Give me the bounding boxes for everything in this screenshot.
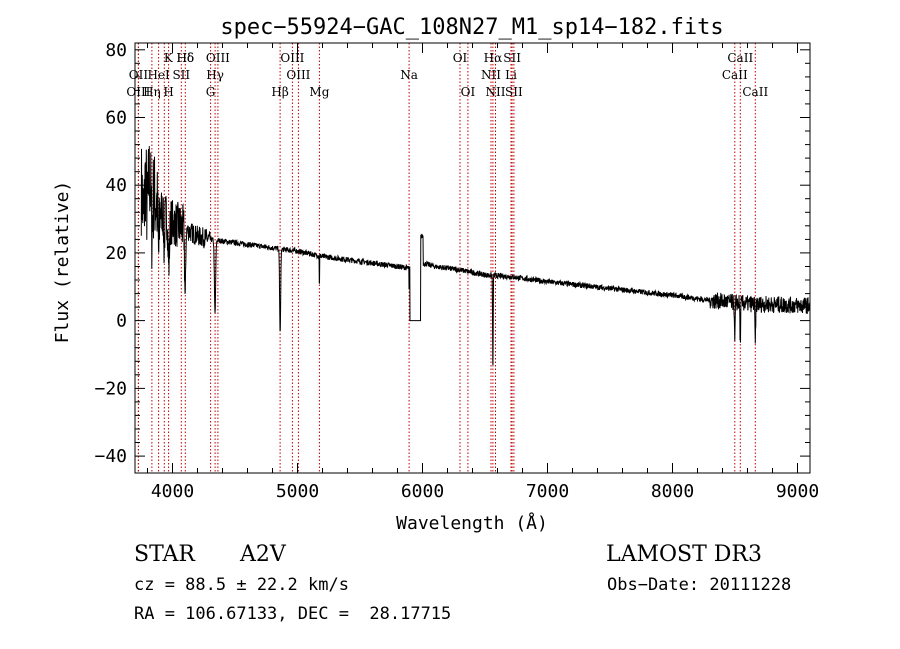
line-label: Hδ [176,51,194,65]
x-tick-label: 5000 [276,481,319,502]
line-label: OI [453,51,468,65]
line-label: K [164,51,174,65]
observation-date: Obs−Date: 20111228 [607,575,791,595]
line-label: OIII [206,51,230,65]
y-tick-label: −40 [94,446,127,467]
line-label: NII [481,68,501,82]
line-label: OII [129,68,149,82]
chart-title: spec−55924−GAC_108N27_M1_sp14−182.fits [220,15,723,40]
x-tick-label: 4000 [151,481,194,502]
line-label: OIII [126,85,150,99]
plot-axes: 4000 5000 6000 7000 8000 9000 −40 −20 0 20 40 60 80 [94,40,819,502]
y-tick-label: 60 [105,108,127,129]
line-label: CaII [742,85,768,99]
line-label: Hα [484,51,503,65]
line-label: SII [505,85,523,99]
line-label: Na [400,68,418,82]
plot-frame [134,42,811,474]
y-tick-label: 80 [105,40,127,61]
line-label: Hδ [176,51,194,65]
y-tick-label: 0 [116,311,127,332]
x-tick-label: 7000 [526,481,569,502]
spectrum-series [140,146,811,366]
line-markers [137,43,756,473]
object-type: STAR [134,542,196,567]
x-tick-label: 6000 [401,481,444,502]
ra-dec-coordinates: RA = 106.67133, DEC = 28.17715 [134,604,451,624]
y-tick-label: 40 [105,175,127,196]
line-label: SII [172,68,190,82]
line-label: G [206,85,216,99]
x-tick-label: 9000 [776,481,819,502]
x-axis-label: Wavelength (Å) [396,512,548,534]
line-label: OIII [280,51,304,65]
line-label: Hγ [206,68,224,82]
y-axis-label: Flux (relative) [52,181,73,344]
line-label: Hβ [271,85,288,99]
spectral-subclass: A2V [239,542,287,567]
line-label: Mg [309,85,329,99]
redshift-velocity: cz = 88.5 ± 22.2 km/s [134,575,349,595]
survey-name: LAMOST DR3 [606,542,762,567]
line-label: OI [461,85,476,99]
line-label: SII [503,51,521,65]
spectrum-line [140,146,811,366]
line-label: NII [486,85,506,99]
line-label: CaII [722,68,748,82]
y-tick-label: −20 [94,378,127,399]
line-label: HeI [147,68,170,82]
line-label: Li [505,68,517,82]
x-tick-label: 8000 [651,481,694,502]
y-tick-label: 20 [105,243,127,264]
line-label: OIII [286,68,310,82]
line-label: H [163,85,173,99]
line-label: Hη [143,85,161,99]
line-label: CaII [727,51,753,65]
